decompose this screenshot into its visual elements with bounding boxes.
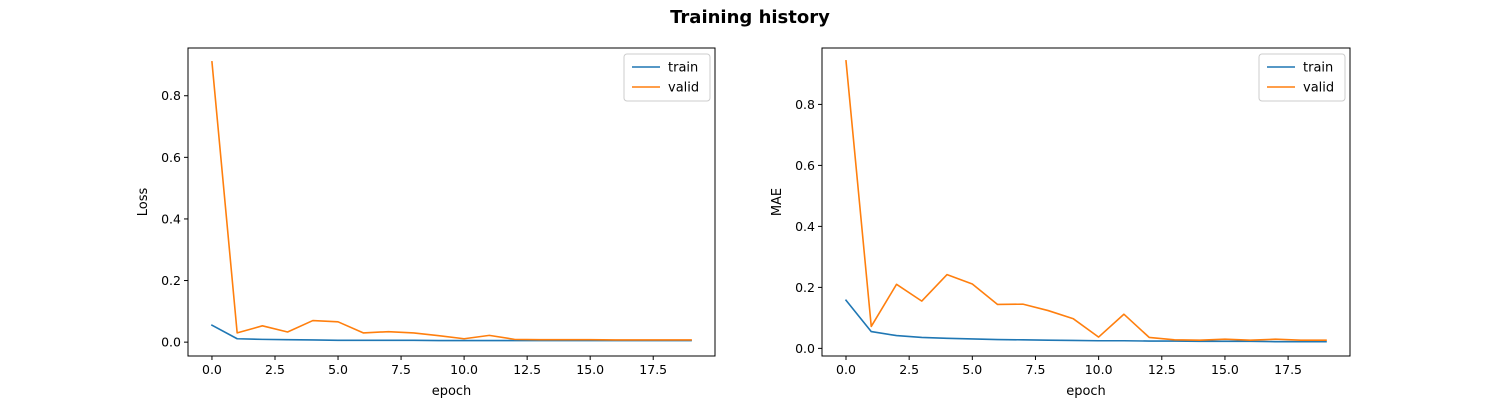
x-tick-label: 2.5	[899, 362, 919, 377]
x-tick-label: 5.0	[328, 362, 348, 377]
plots-container: 0.0 2.5 5.0 7.5 10.0 12.5 15.0 17.5 0.0 0.2 0.4 0.6…	[136, 47, 1351, 399]
plot-frame	[821, 47, 1351, 357]
figure-title: Training history	[670, 7, 830, 28]
legend-label-train: train	[1303, 61, 1333, 76]
x-tick-label: 17.5	[639, 362, 667, 377]
x-tick-label: 0.0	[202, 362, 222, 377]
legend-label-train: train	[668, 61, 698, 76]
legend-box	[1258, 53, 1346, 102]
x-tick-label: 2.5	[265, 362, 285, 377]
x-tick-label: 7.5	[1026, 362, 1046, 377]
x-axis-label: epoch	[1066, 384, 1106, 399]
y-axis-label: Loss	[136, 188, 151, 217]
x-tick-label: 10.0	[1085, 362, 1113, 377]
x-tick-label: 10.0	[450, 362, 478, 377]
y-tick-label: 0.6	[795, 158, 815, 173]
y-tick-label: 0.0	[795, 341, 815, 356]
y-tick-label: 0.0	[161, 335, 181, 350]
chart-2: 0.0 2.5 5.0 7.5 10.0 12.5 15.0 17.5 0.0 0.2 0.4 0.6…	[770, 47, 1351, 399]
y-tick-label: 0.4	[161, 211, 181, 226]
y-tick-label: 0.2	[795, 280, 815, 295]
x-axis-label: epoch	[432, 384, 472, 399]
y-axis-label: MAE	[770, 188, 785, 216]
x-tick-label: 17.5	[1274, 362, 1302, 377]
legend-box	[623, 53, 711, 102]
y-tick-label: 0.8	[795, 97, 815, 112]
x-tick-label: 5.0	[962, 362, 982, 377]
x-tick-label: 15.0	[576, 362, 604, 377]
legend: train valid	[1258, 53, 1346, 102]
x-tick-label: 0.0	[836, 362, 856, 377]
y-tick-label: 0.6	[161, 150, 181, 165]
series-line-valid	[845, 59, 1327, 341]
x-tick-label: 12.5	[513, 362, 541, 377]
series-line-valid	[211, 60, 692, 341]
series-line-train	[210, 324, 692, 342]
y-tick-label: 0.8	[161, 88, 181, 103]
series-line-train	[844, 299, 1327, 343]
x-tick-label: 15.0	[1211, 362, 1239, 377]
x-tick-label: 12.5	[1148, 362, 1176, 377]
y-tick-label: 0.4	[795, 219, 815, 234]
plot-frame	[187, 47, 716, 357]
legend-label-valid: valid	[668, 81, 699, 96]
y-tick-label: 0.2	[161, 273, 181, 288]
x-tick-label: 7.5	[391, 362, 411, 377]
chart-1: 0.0 2.5 5.0 7.5 10.0 12.5 15.0 17.5 0.0 0.2 0.4 0.6…	[136, 47, 716, 399]
legend-label-valid: valid	[1303, 81, 1334, 96]
legend: train valid	[623, 53, 711, 102]
